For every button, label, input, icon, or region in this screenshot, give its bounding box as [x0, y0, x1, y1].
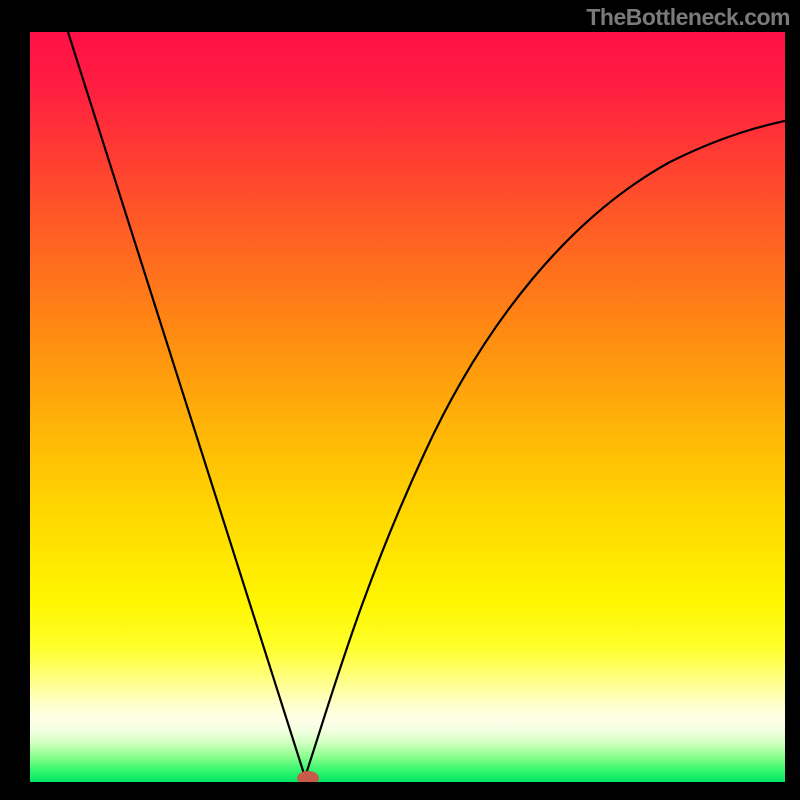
curve-minimum-marker: [297, 771, 319, 782]
chart-container: TheBottleneck.com: [0, 0, 800, 800]
curve-left-branch: [68, 32, 305, 777]
curve-overlay: [30, 32, 785, 782]
watermark-text: TheBottleneck.com: [586, 4, 790, 31]
plot-area: [30, 32, 785, 782]
curve-right-branch: [305, 115, 785, 777]
